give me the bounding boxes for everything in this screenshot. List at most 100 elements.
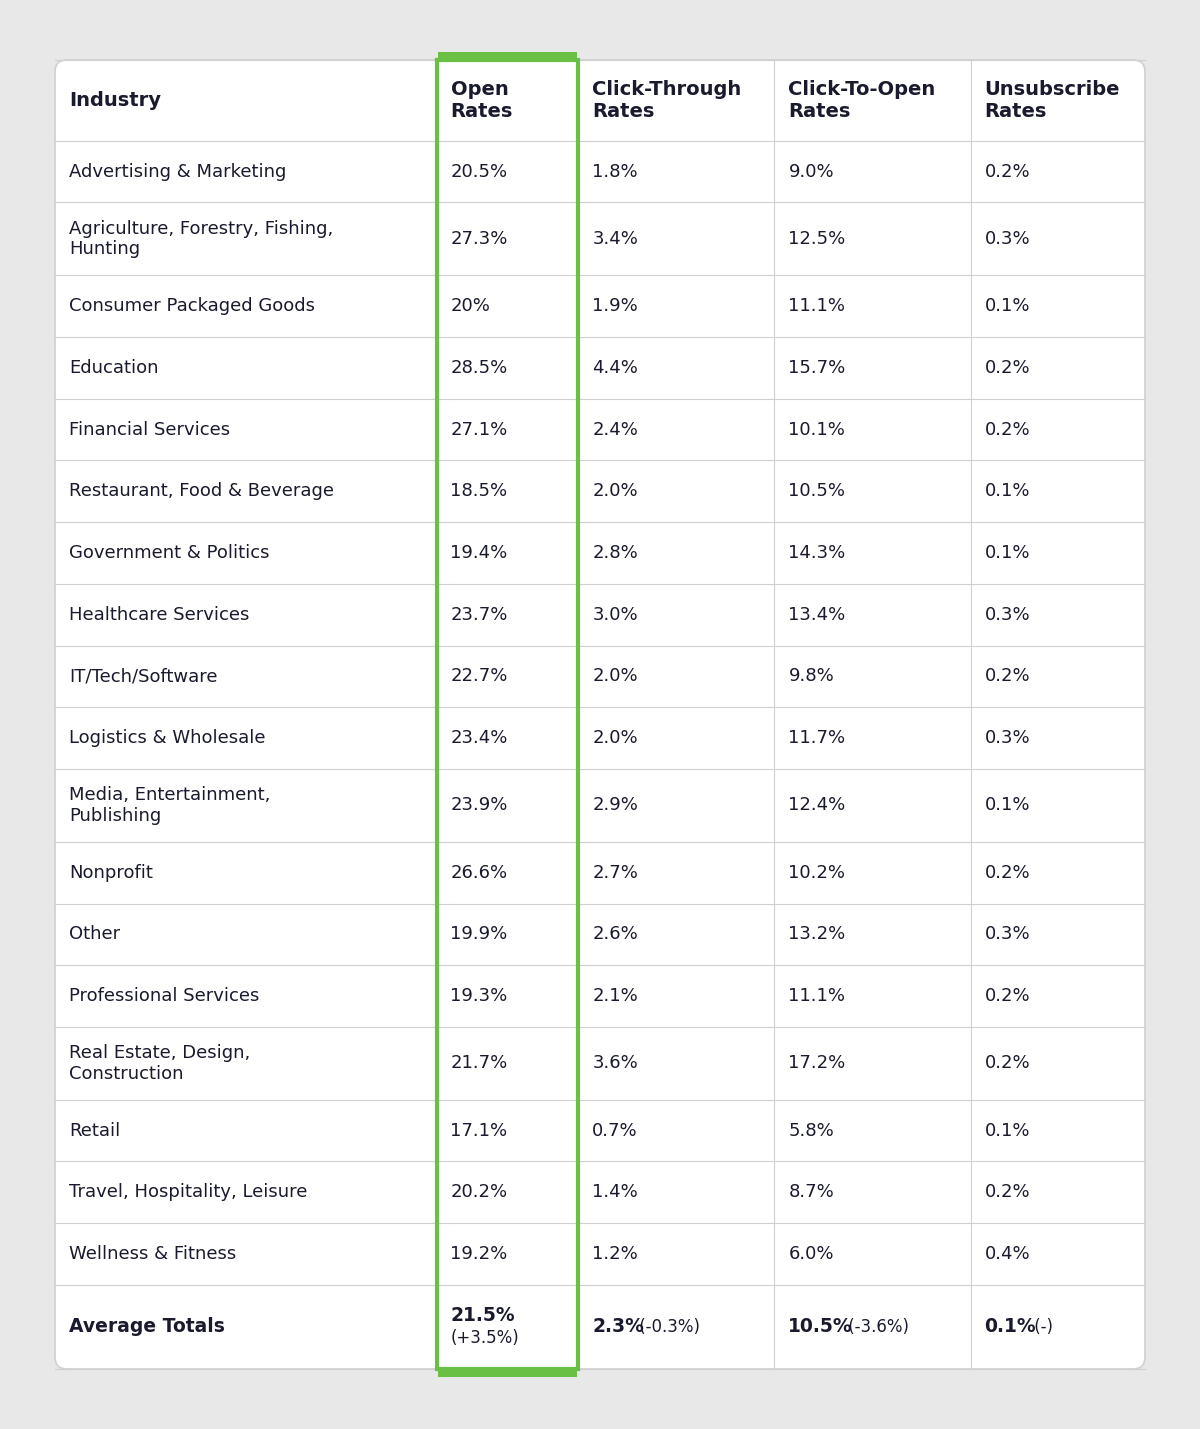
Text: 0.2%: 0.2% [984, 359, 1031, 377]
Text: 2.8%: 2.8% [593, 544, 638, 562]
Text: 19.4%: 19.4% [450, 544, 508, 562]
Text: 13.2%: 13.2% [788, 926, 846, 943]
Text: 11.1%: 11.1% [788, 987, 845, 1005]
Bar [438, 51, 577, 60]
Text: 11.1%: 11.1% [788, 297, 845, 316]
Text: 5.8%: 5.8% [788, 1122, 834, 1140]
Text: 1.9%: 1.9% [593, 297, 638, 316]
Text: 17.2%: 17.2% [788, 1055, 846, 1072]
Text: 0.3%: 0.3% [984, 606, 1031, 623]
Text: 10.2%: 10.2% [788, 863, 845, 882]
Text: 0.2%: 0.2% [984, 420, 1031, 439]
Text: 3.4%: 3.4% [593, 230, 638, 247]
Text: 0.2%: 0.2% [984, 863, 1031, 882]
Text: 0.1%: 0.1% [984, 1122, 1030, 1140]
Text: Unsubscribe
Rates: Unsubscribe Rates [984, 80, 1120, 121]
Text: Restaurant, Food & Beverage: Restaurant, Food & Beverage [70, 482, 334, 500]
Text: 0.2%: 0.2% [984, 987, 1031, 1005]
Text: 23.7%: 23.7% [450, 606, 508, 623]
Text: 0.2%: 0.2% [984, 667, 1031, 686]
Text: 6.0%: 6.0% [788, 1245, 834, 1263]
Text: Education: Education [70, 359, 158, 377]
Text: 9.0%: 9.0% [788, 163, 834, 180]
Text: Financial Services: Financial Services [70, 420, 230, 439]
Text: 0.3%: 0.3% [984, 729, 1031, 747]
Text: Nonprofit: Nonprofit [70, 863, 152, 882]
Text: 27.3%: 27.3% [450, 230, 508, 247]
Text: 13.4%: 13.4% [788, 606, 846, 623]
Text: Agriculture, Forestry, Fishing,
Hunting: Agriculture, Forestry, Fishing, Hunting [70, 220, 334, 259]
Text: IT/Tech/Software: IT/Tech/Software [70, 667, 217, 686]
Text: (-0.3%): (-0.3%) [634, 1318, 701, 1336]
Text: 0.1%: 0.1% [984, 297, 1030, 316]
Text: 12.5%: 12.5% [788, 230, 846, 247]
Text: 0.2%: 0.2% [984, 1055, 1031, 1072]
Text: 20%: 20% [450, 297, 491, 316]
Text: 12.4%: 12.4% [788, 796, 846, 815]
Text: 0.3%: 0.3% [984, 230, 1031, 247]
Text: 20.2%: 20.2% [450, 1183, 508, 1202]
Text: Other: Other [70, 926, 120, 943]
Text: 2.0%: 2.0% [593, 729, 638, 747]
Text: Real Estate, Design,
Construction: Real Estate, Design, Construction [70, 1045, 251, 1083]
Text: Consumer Packaged Goods: Consumer Packaged Goods [70, 297, 314, 316]
Text: 2.7%: 2.7% [593, 863, 638, 882]
Text: 0.1%: 0.1% [984, 1318, 1037, 1336]
Text: 0.3%: 0.3% [984, 926, 1031, 943]
Text: 18.5%: 18.5% [450, 482, 508, 500]
Text: 0.4%: 0.4% [984, 1245, 1031, 1263]
Text: Logistics & Wholesale: Logistics & Wholesale [70, 729, 265, 747]
Text: 2.0%: 2.0% [593, 667, 638, 686]
Text: Advertising & Marketing: Advertising & Marketing [70, 163, 287, 180]
Text: 15.7%: 15.7% [788, 359, 846, 377]
Text: 28.5%: 28.5% [450, 359, 508, 377]
Text: 21.7%: 21.7% [450, 1055, 508, 1072]
FancyBboxPatch shape [55, 60, 1145, 1369]
Text: 0.1%: 0.1% [984, 796, 1030, 815]
Text: 2.9%: 2.9% [593, 796, 638, 815]
Text: 22.7%: 22.7% [450, 667, 508, 686]
Text: 0.1%: 0.1% [984, 544, 1030, 562]
Text: 14.3%: 14.3% [788, 544, 846, 562]
Text: 10.5%: 10.5% [788, 482, 845, 500]
Text: 3.0%: 3.0% [593, 606, 638, 623]
Text: 2.6%: 2.6% [593, 926, 638, 943]
Text: 9.8%: 9.8% [788, 667, 834, 686]
Text: Retail: Retail [70, 1122, 120, 1140]
Text: 1.4%: 1.4% [593, 1183, 638, 1202]
Text: 10.5%: 10.5% [788, 1318, 853, 1336]
Text: Government & Politics: Government & Politics [70, 544, 270, 562]
Text: Wellness & Fitness: Wellness & Fitness [70, 1245, 236, 1263]
Text: 1.8%: 1.8% [593, 163, 638, 180]
Text: 2.1%: 2.1% [593, 987, 638, 1005]
Text: 2.3%: 2.3% [593, 1318, 644, 1336]
Text: 19.9%: 19.9% [450, 926, 508, 943]
Bar [438, 1369, 577, 1378]
Text: 17.1%: 17.1% [450, 1122, 508, 1140]
Text: Click-Through
Rates: Click-Through Rates [593, 80, 742, 121]
Text: 23.4%: 23.4% [450, 729, 508, 747]
Text: 21.5%: 21.5% [450, 1306, 515, 1326]
Text: 4.4%: 4.4% [593, 359, 638, 377]
Text: 0.2%: 0.2% [984, 1183, 1031, 1202]
Text: Travel, Hospitality, Leisure: Travel, Hospitality, Leisure [70, 1183, 307, 1202]
Text: 2.0%: 2.0% [593, 482, 638, 500]
Text: 8.7%: 8.7% [788, 1183, 834, 1202]
Text: Open
Rates: Open Rates [450, 80, 512, 121]
Text: 2.4%: 2.4% [593, 420, 638, 439]
Text: Industry: Industry [70, 91, 161, 110]
Text: (-3.6%): (-3.6%) [844, 1318, 910, 1336]
Text: 0.7%: 0.7% [593, 1122, 638, 1140]
Text: Healthcare Services: Healthcare Services [70, 606, 250, 623]
Text: 1.2%: 1.2% [593, 1245, 638, 1263]
Bar [437, 60, 578, 1369]
Text: 27.1%: 27.1% [450, 420, 508, 439]
Text: 20.5%: 20.5% [450, 163, 508, 180]
Text: Average Totals: Average Totals [70, 1318, 224, 1336]
Text: 0.2%: 0.2% [984, 163, 1031, 180]
Text: Click-To-Open
Rates: Click-To-Open Rates [788, 80, 936, 121]
Text: 26.6%: 26.6% [450, 863, 508, 882]
Text: Media, Entertainment,
Publishing: Media, Entertainment, Publishing [70, 786, 270, 825]
Text: 0.1%: 0.1% [984, 482, 1030, 500]
Text: (+3.5%): (+3.5%) [450, 1329, 520, 1348]
